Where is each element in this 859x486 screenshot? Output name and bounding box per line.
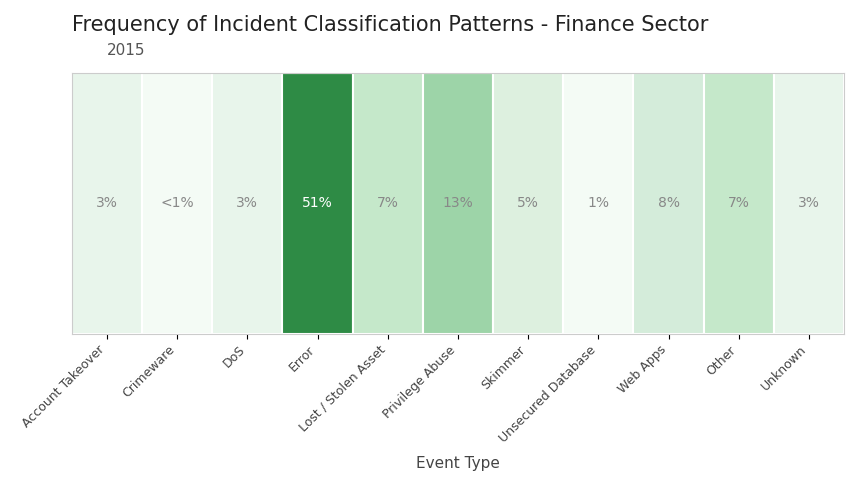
FancyBboxPatch shape <box>704 73 774 333</box>
X-axis label: Event Type: Event Type <box>416 456 500 471</box>
Text: <1%: <1% <box>161 196 194 210</box>
FancyBboxPatch shape <box>633 73 704 333</box>
Text: 5%: 5% <box>517 196 539 210</box>
FancyBboxPatch shape <box>212 73 283 333</box>
Text: 3%: 3% <box>236 196 259 210</box>
FancyBboxPatch shape <box>283 73 353 333</box>
Text: 3%: 3% <box>798 196 819 210</box>
Text: 3%: 3% <box>96 196 118 210</box>
FancyBboxPatch shape <box>564 73 633 333</box>
Text: 7%: 7% <box>377 196 399 210</box>
FancyBboxPatch shape <box>142 73 212 333</box>
Text: 51%: 51% <box>302 196 333 210</box>
Text: 13%: 13% <box>442 196 473 210</box>
Text: Frequency of Incident Classification Patterns - Finance Sector: Frequency of Incident Classification Pat… <box>72 15 709 35</box>
Text: 7%: 7% <box>728 196 750 210</box>
Text: 1%: 1% <box>588 196 609 210</box>
FancyBboxPatch shape <box>353 73 423 333</box>
Text: 2015: 2015 <box>107 43 146 58</box>
FancyBboxPatch shape <box>423 73 493 333</box>
FancyBboxPatch shape <box>493 73 564 333</box>
FancyBboxPatch shape <box>72 73 142 333</box>
FancyBboxPatch shape <box>774 73 844 333</box>
Text: 8%: 8% <box>657 196 679 210</box>
